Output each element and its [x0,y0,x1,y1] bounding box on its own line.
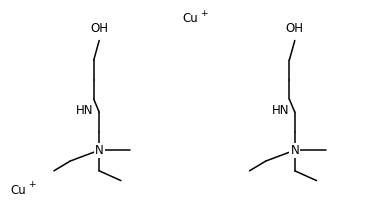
Text: Cu: Cu [11,184,26,197]
Text: +: + [28,180,35,189]
Text: N: N [291,144,299,157]
Text: +: + [200,9,207,18]
Text: N: N [95,144,104,157]
Text: HN: HN [272,103,289,117]
Text: HN: HN [76,103,94,117]
Text: Cu: Cu [182,12,198,25]
Text: OH: OH [286,22,304,35]
Text: OH: OH [90,22,108,35]
